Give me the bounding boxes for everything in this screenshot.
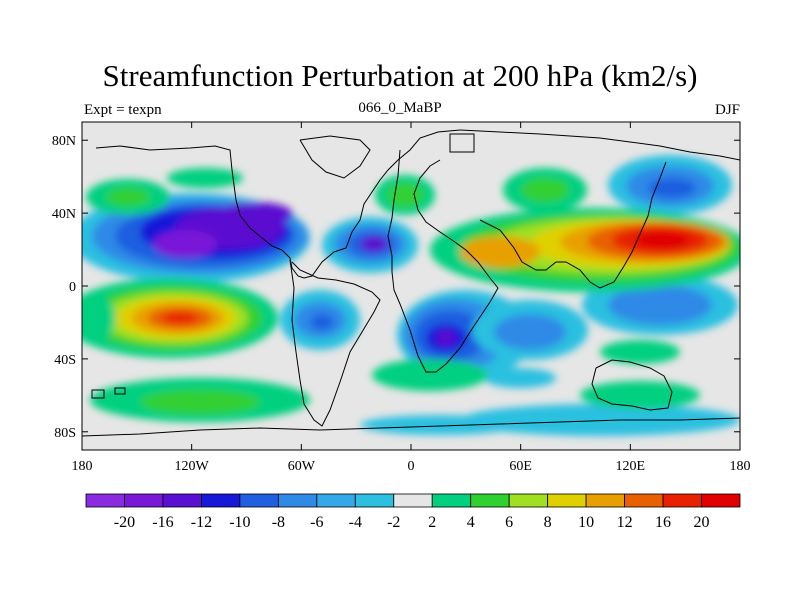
- high-contour-ring: [634, 231, 690, 249]
- high-contour-ring: [387, 183, 423, 207]
- colorbar-swatch: [316, 493, 356, 508]
- island-outline: [114, 387, 126, 395]
- low-contour-ring: [217, 202, 293, 226]
- x-tick-label: 0: [408, 459, 415, 474]
- axis-ticks: [81, 122, 741, 450]
- colorbar-level-label: -6: [310, 514, 323, 531]
- low-contour-ring: [648, 178, 696, 198]
- colorbar-level-label: 4: [467, 514, 475, 531]
- colorbar-swatch: [85, 493, 125, 508]
- high-contour-ring: [521, 178, 569, 202]
- low-contour-ring: [360, 236, 388, 252]
- colorbar-swatch: [124, 493, 164, 508]
- x-tick-label: 120W: [175, 459, 210, 474]
- colorbar-swatch: [585, 493, 625, 508]
- colorbar-level-label: 8: [544, 514, 552, 531]
- x-tick-label: 180: [72, 459, 93, 474]
- colorbar-level-label: -20: [114, 514, 135, 531]
- colorbar-level-label: -10: [229, 514, 250, 531]
- colorbar-level-label: -12: [191, 514, 212, 531]
- high-contour-ring: [372, 359, 488, 391]
- x-axis-labels: 180 120W 60W 0 60E 120E 180: [72, 459, 751, 474]
- y-tick-label: 80N: [52, 134, 76, 149]
- coastline-segment: [387, 149, 499, 373]
- colorbar-swatch: [662, 493, 702, 508]
- colorbar-level-label: 12: [617, 514, 633, 531]
- high-contour-ring: [600, 340, 680, 364]
- low-contour-ring: [360, 415, 520, 435]
- low-contour-ring: [494, 314, 566, 350]
- x-tick-label: 60E: [509, 459, 532, 474]
- y-axis-labels: 80N 40N 0 40S 80S: [52, 134, 76, 441]
- x-tick-label: 60W: [288, 459, 316, 474]
- colorbar-level-label: 20: [694, 514, 710, 531]
- coastline-segment: [459, 129, 740, 161]
- y-tick-label: 80S: [54, 426, 76, 441]
- x-tick-label: 120E: [616, 459, 646, 474]
- colorbar-level-label: -16: [152, 514, 173, 531]
- colorbar-swatch: [201, 493, 241, 508]
- colorbar-swatch: [624, 493, 664, 508]
- low-contour-ring: [310, 314, 334, 330]
- chart-title: Streamfunction Perturbation at 200 hPa (…: [102, 58, 698, 93]
- low-contour-ring: [608, 285, 712, 325]
- island-outline: [91, 389, 105, 399]
- season-label: DJF: [714, 102, 740, 118]
- high-contour-ring: [82, 293, 115, 343]
- high-contour-ring: [140, 390, 260, 414]
- colorbar-swatch: [354, 493, 395, 508]
- high-contour-ring: [460, 236, 540, 268]
- coastline-segment: [479, 161, 667, 289]
- y-tick-label: 40S: [54, 353, 76, 368]
- colorbar-level-label: 6: [505, 514, 513, 531]
- colorbar-swatch: [431, 493, 472, 508]
- colorbar-swatch: [470, 493, 510, 508]
- coastline-segment: [591, 359, 673, 411]
- colorbar-level-label: 2: [428, 514, 436, 531]
- high-contour-ring: [167, 168, 243, 188]
- coastlines: [82, 129, 740, 437]
- colorbar-swatch: [162, 493, 202, 508]
- experiment-label: Expt = texpn: [84, 102, 162, 118]
- island-outline: [449, 133, 475, 153]
- colorbar-level-label: 10: [578, 514, 594, 531]
- colorbar-swatch: [701, 493, 741, 508]
- colorbar-swatch: [393, 493, 433, 508]
- coastline-segment: [82, 417, 740, 437]
- colorbar-swatch: [508, 493, 549, 508]
- coastline-segment: [95, 129, 461, 279]
- colorbar: [85, 493, 741, 508]
- colorbar-swatch: [239, 493, 279, 508]
- y-tick-label: 40N: [52, 207, 76, 222]
- high-contour-ring: [580, 381, 700, 409]
- colorbar-level-label: -4: [349, 514, 362, 531]
- low-contour-ring: [484, 368, 556, 388]
- high-contour-ring: [106, 188, 150, 206]
- low-contour-ring: [153, 230, 217, 258]
- coastline-segment: [289, 259, 381, 427]
- colorbar-level-label: 16: [655, 514, 671, 531]
- coastline-segment: [299, 135, 371, 179]
- colorbar-labels: -20 -16 -12 -10 -8 -6 -4 -2 2 4 6 8 10 12 16 20: [114, 514, 710, 531]
- colorbar-level-label: -2: [387, 514, 400, 531]
- colorbar-level-label: -8: [272, 514, 285, 531]
- low-contour-ring: [460, 404, 740, 436]
- colorbar-swatch: [547, 493, 587, 508]
- low-contour-ring: [436, 330, 456, 346]
- run-label: 066_0_MaBP: [358, 100, 442, 116]
- anomaly-fields: [82, 155, 740, 436]
- high-contour-ring: [162, 312, 198, 324]
- x-tick-label: 180: [730, 459, 751, 474]
- y-tick-label: 0: [69, 280, 76, 295]
- colorbar-swatch: [277, 493, 318, 508]
